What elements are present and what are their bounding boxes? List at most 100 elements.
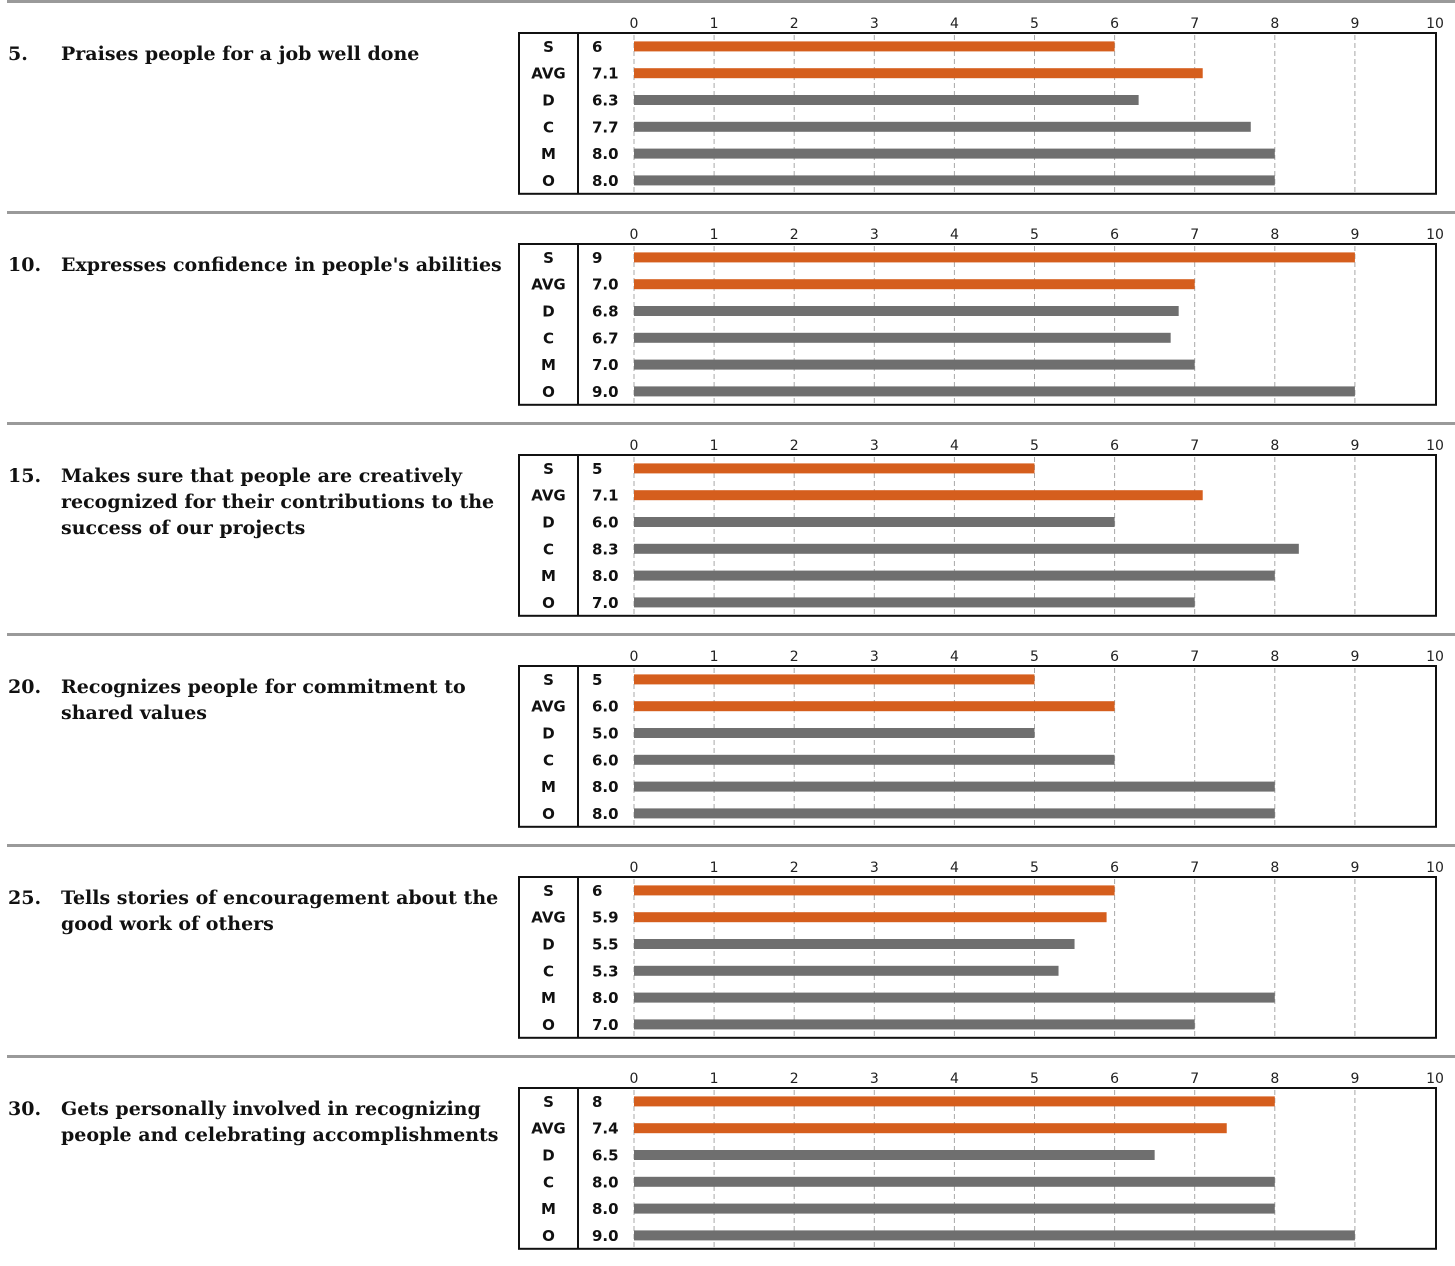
x-tick-label: 10 (1426, 227, 1444, 243)
bar-d (634, 517, 1115, 527)
value-label: 8.3 (592, 540, 619, 558)
bar-d (634, 728, 1035, 738)
x-tick-label: 0 (630, 1071, 639, 1087)
bar-d (634, 306, 1179, 316)
value-label: 8.0 (592, 172, 619, 190)
category-label: C (543, 329, 554, 347)
x-tick-label: 0 (630, 438, 639, 454)
x-tick-label: 8 (1270, 438, 1279, 454)
chart-frame (518, 876, 1437, 1039)
bar-o (634, 1230, 1355, 1241)
x-tick-label: 5 (1030, 1071, 1039, 1087)
value-label: 7.0 (592, 1016, 619, 1034)
x-tick-label: 8 (1270, 227, 1279, 243)
value-label: 5 (592, 460, 602, 478)
question-text: Recognizes people for commitment to shar… (61, 676, 466, 724)
chart-frame (518, 454, 1437, 617)
section-divider (7, 0, 1455, 3)
category-label: C (543, 540, 554, 558)
bar-s (634, 885, 1115, 896)
value-label: 7.0 (592, 276, 619, 294)
x-tick-label: 1 (710, 860, 719, 876)
question-text: Praises people for a job well done (61, 43, 420, 65)
bar-o (634, 597, 1195, 608)
bar-avg (634, 701, 1115, 712)
x-tick-label: 3 (870, 1071, 879, 1087)
x-tick-label: 6 (1110, 1071, 1119, 1087)
value-label: 5.3 (592, 962, 619, 980)
x-tick-label: 6 (1110, 16, 1119, 32)
category-label: O (542, 383, 555, 401)
bar-s (634, 252, 1355, 263)
bar-avg (634, 68, 1203, 79)
category-label: AVG (531, 276, 566, 294)
x-tick-label: 8 (1270, 649, 1279, 665)
x-tick-label: 10 (1426, 1071, 1444, 1087)
value-label: 8.0 (592, 805, 619, 823)
bar-c (634, 121, 1251, 132)
x-tick-label: 1 (710, 1071, 719, 1087)
chart-frame (518, 665, 1437, 828)
bar-m (634, 148, 1275, 159)
value-label: 6.3 (592, 92, 619, 110)
x-tick-label: 7 (1190, 860, 1199, 876)
value-label: 9.0 (592, 383, 619, 401)
bar-c (634, 1176, 1275, 1187)
bar-c (634, 332, 1171, 343)
bar-s (634, 1096, 1275, 1107)
bar-s (634, 463, 1035, 474)
category-label: M (541, 356, 556, 374)
value-label: 6.0 (592, 514, 619, 532)
category-label: S (543, 882, 554, 900)
question-number: 15. (8, 465, 42, 487)
value-label: 6 (592, 38, 602, 56)
category-label: D (542, 92, 554, 110)
value-label: 6.0 (592, 751, 619, 769)
section-divider (7, 211, 1455, 214)
chart-frame (518, 243, 1437, 406)
x-tick-label: 2 (790, 438, 799, 454)
bar-chart: 0 1 2 3 4 5 6 7 8 9 10 S 9 AVG 7.0 D 6.8 C 6.7 M 7.0 O 9.0 (518, 227, 1444, 406)
question-number: 20. (8, 676, 42, 698)
section-divider (7, 1055, 1455, 1058)
category-label: D (542, 303, 554, 321)
bar-o (634, 386, 1355, 397)
bar-d (634, 939, 1075, 949)
question-section: 5. Praises people for a job well done 0 1 2 3… (0, 0, 1455, 211)
bar-o (634, 1019, 1195, 1030)
category-label: O (542, 172, 555, 190)
x-tick-label: 9 (1350, 860, 1359, 876)
question-section: 10. Expresses confidence in people's abil… (0, 211, 1455, 422)
category-label: O (542, 1016, 555, 1034)
bar-chart: 0 1 2 3 4 5 6 7 8 9 10 S 5 AVG 6.0 D 5.0 C 6.0 M 8.0 O 8.0 (518, 649, 1444, 828)
x-tick-label: 6 (1110, 438, 1119, 454)
x-tick-label: 5 (1030, 438, 1039, 454)
category-label: AVG (531, 698, 566, 716)
value-label: 5 (592, 671, 602, 689)
value-label: 8.0 (592, 989, 619, 1007)
value-label: 6.8 (592, 303, 619, 321)
x-tick-label: 10 (1426, 860, 1444, 876)
bar-o (634, 175, 1275, 186)
value-label: 8 (592, 1093, 602, 1111)
value-label: 8.0 (592, 145, 619, 163)
chart-frame (518, 32, 1437, 195)
bar-s (634, 41, 1115, 52)
category-label: S (543, 249, 554, 267)
x-tick-label: 10 (1426, 649, 1444, 665)
x-tick-label: 9 (1350, 1071, 1359, 1087)
category-label: C (543, 118, 554, 136)
x-tick-label: 7 (1190, 227, 1199, 243)
x-tick-label: 3 (870, 649, 879, 665)
category-label: D (542, 725, 554, 743)
x-tick-label: 3 (870, 227, 879, 243)
x-tick-label: 4 (950, 860, 959, 876)
question-section: 20. Recognizes people for commitment to s… (0, 633, 1455, 844)
x-tick-label: 4 (950, 1071, 959, 1087)
value-label: 9.0 (592, 1227, 619, 1245)
category-label: O (542, 1227, 555, 1245)
x-tick-label: 4 (950, 227, 959, 243)
x-tick-label: 2 (790, 860, 799, 876)
x-tick-label: 1 (710, 438, 719, 454)
category-label: S (543, 460, 554, 478)
